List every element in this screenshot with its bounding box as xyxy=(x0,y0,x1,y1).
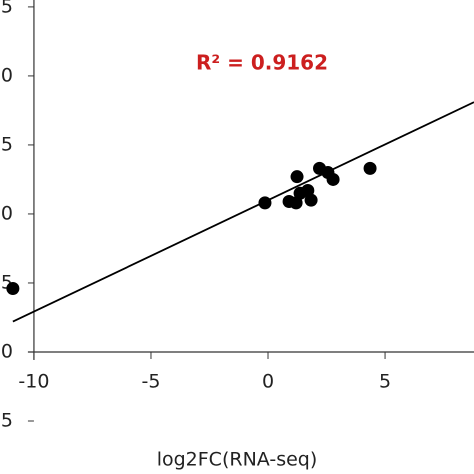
x-tick-label: 5 xyxy=(379,370,391,392)
y-tick-label: 0 xyxy=(1,340,13,362)
x-tick-label: 0 xyxy=(262,370,274,392)
y-tick-label: 20 xyxy=(0,64,13,86)
point xyxy=(326,172,340,186)
r-squared: R² = 0.9162 xyxy=(196,51,328,75)
y-tick-label: -5 xyxy=(0,409,13,431)
point xyxy=(258,196,272,210)
x-axis-label: log2FC(RNA-seq) xyxy=(157,449,318,471)
point xyxy=(363,161,377,175)
point xyxy=(290,170,304,184)
y-tick-label: 10 xyxy=(0,202,13,224)
point xyxy=(304,193,318,207)
x-tick-label: -5 xyxy=(142,370,161,392)
y-tick-label: 15 xyxy=(0,133,13,155)
x-tick-label: -10 xyxy=(18,370,49,392)
point xyxy=(6,281,20,295)
trendline xyxy=(12,101,474,323)
y-tick-label: 25 xyxy=(0,0,13,17)
